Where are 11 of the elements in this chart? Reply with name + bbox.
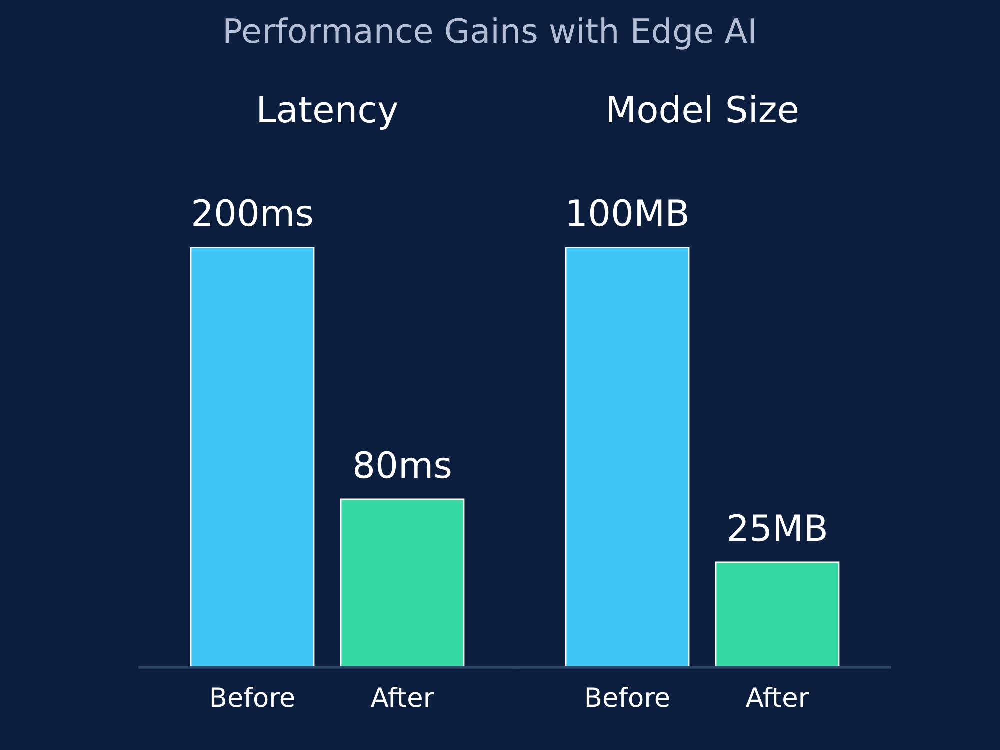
data-label: 80ms	[354, 451, 451, 479]
x-tick-label: After	[746, 686, 810, 708]
text: Performance Gains with Edge AI	[226, 18, 754, 50]
chart-title: Latency	[260, 96, 398, 130]
data-label: 100MB	[569, 199, 688, 227]
chart-title: Model Size	[609, 95, 798, 124]
x-tick-label: After	[371, 686, 434, 708]
data-label: 25MB	[729, 514, 826, 542]
x-tick-label: Before	[586, 686, 670, 708]
x-tick-label: Before	[212, 686, 294, 708]
data-label: 200ms	[194, 199, 312, 227]
